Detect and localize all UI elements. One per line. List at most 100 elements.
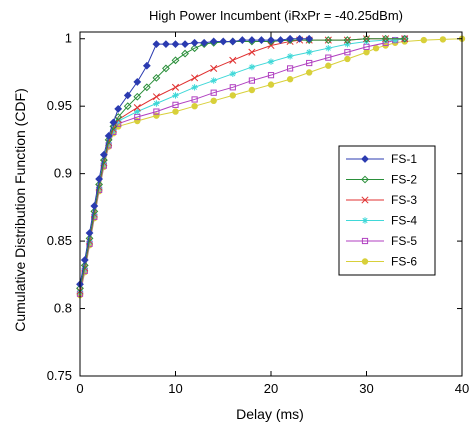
- data-point: [209, 37, 218, 46]
- data-point: [90, 207, 99, 216]
- data-point: [361, 258, 369, 265]
- data-point: [153, 112, 160, 119]
- data-point: [142, 83, 151, 92]
- data-point: [247, 36, 256, 45]
- y-axis-label: Cumulative Distribution Function (CDF): [12, 88, 28, 332]
- data-point: [343, 36, 352, 45]
- data-point: [381, 34, 390, 43]
- data-point: [276, 36, 285, 45]
- data-point: [228, 37, 237, 46]
- y-tick-label: 0.75: [47, 368, 72, 383]
- data-point: [104, 131, 113, 140]
- data-point: [142, 61, 151, 70]
- axis-ticks: 0 10 20 30 40 0.75 0.8 0.85 0.9 0.95 1: [47, 31, 470, 396]
- data-point: [114, 104, 123, 113]
- data-point: [286, 76, 294, 83]
- data-point: [248, 63, 256, 71]
- data-point: [361, 196, 369, 204]
- legend-item-fs-1: FS-1: [346, 152, 417, 166]
- legend-label: FS-5: [391, 234, 417, 248]
- y-tick-label: 0.8: [54, 301, 72, 316]
- data-point: [286, 53, 294, 60]
- data-point: [382, 36, 389, 44]
- data-point: [115, 117, 122, 125]
- data-point: [152, 73, 161, 82]
- data-point: [109, 122, 118, 131]
- data-point: [286, 34, 295, 43]
- data-point: [361, 217, 369, 224]
- data-point: [267, 58, 275, 65]
- legend-label: FS-4: [391, 214, 417, 228]
- x-tick-label: 20: [264, 381, 278, 396]
- legend-label: FS-1: [391, 152, 417, 166]
- data-point: [325, 54, 332, 61]
- data-point: [391, 36, 399, 44]
- x-tick-label: 30: [359, 381, 373, 396]
- data-point: [191, 74, 199, 82]
- data-point: [191, 102, 198, 110]
- data-point: [344, 49, 351, 56]
- data-point: [361, 155, 369, 163]
- legend-label: FS-6: [391, 255, 417, 269]
- data-point: [181, 49, 189, 58]
- data-point: [229, 92, 236, 99]
- data-point: [210, 64, 218, 72]
- data-point: [200, 38, 209, 47]
- data-point: [267, 72, 275, 79]
- chart-title: High Power Incumbent (iRxPr = -40.25dBm): [149, 8, 403, 23]
- data-point: [80, 261, 89, 270]
- data-point: [190, 44, 199, 53]
- data-point: [229, 84, 236, 91]
- legend-item-fs-4: FS-4: [346, 214, 417, 228]
- data-point: [210, 97, 217, 104]
- x-tick-label: 0: [76, 381, 83, 396]
- data-point: [152, 40, 161, 49]
- data-point: [99, 150, 108, 159]
- data-point: [325, 44, 332, 52]
- legend-box: [338, 145, 436, 276]
- data-point: [134, 117, 141, 125]
- data-point: [153, 100, 160, 107]
- data-point: [344, 40, 351, 48]
- data-point: [210, 89, 217, 96]
- data-point: [134, 108, 141, 115]
- data-point: [133, 92, 142, 101]
- x-tick-label: 40: [455, 381, 469, 396]
- data-point: [238, 36, 247, 45]
- legend-label: FS-3: [391, 193, 417, 207]
- data-point: [248, 48, 256, 56]
- data-point: [362, 34, 371, 43]
- data-point: [306, 69, 313, 76]
- data-point: [257, 36, 266, 45]
- data-point: [95, 175, 104, 183]
- data-point: [181, 40, 189, 49]
- data-point: [363, 49, 370, 56]
- data-point: [172, 108, 179, 115]
- y-tick-label: 0.85: [47, 233, 72, 248]
- data-point: [361, 175, 369, 184]
- series-fs-1: [76, 34, 314, 376]
- data-point: [85, 234, 94, 243]
- data-point: [172, 101, 179, 108]
- data-point: [400, 34, 409, 43]
- data-point: [85, 229, 94, 237]
- data-point: [344, 55, 351, 63]
- legend-item-fs-2: FS-2: [346, 173, 417, 187]
- x-axis-label: Delay (ms): [236, 406, 304, 422]
- data-point: [372, 44, 380, 52]
- data-point: [190, 38, 199, 47]
- data-point: [152, 93, 160, 101]
- legend-item-fs-6: FS-6: [346, 255, 417, 269]
- data-point: [172, 92, 179, 99]
- data-point: [104, 136, 113, 144]
- data-point: [171, 56, 180, 65]
- data-point: [133, 103, 141, 112]
- data-point: [153, 108, 160, 115]
- data-point: [90, 202, 99, 210]
- data-point: [162, 64, 170, 73]
- y-tick-label: 0.9: [54, 166, 72, 181]
- data-point: [191, 96, 198, 103]
- data-point: [191, 84, 198, 91]
- legend-item-fs-3: FS-3: [346, 193, 417, 207]
